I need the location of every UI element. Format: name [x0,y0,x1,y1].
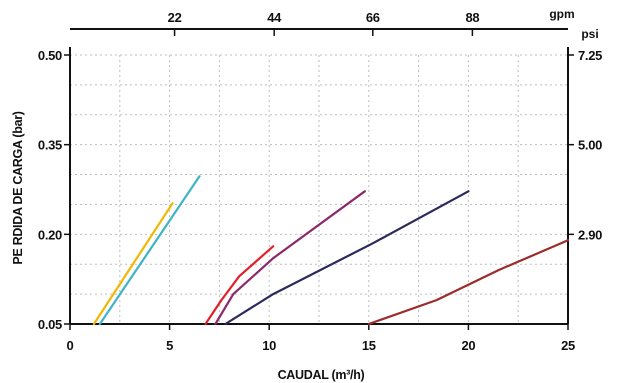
series-line-1 [92,202,174,326]
x-tick-label: 20 [461,338,475,353]
x-tick-label: 5 [166,338,173,353]
x-tick-label: 0 [67,338,74,353]
axes [64,28,574,330]
right-tick-label: 2.90 [578,227,602,242]
x-tick-label: 15 [362,338,376,353]
right-tick-label: 7.25 [578,48,602,63]
right-axis-unit: psi [581,27,598,41]
y-tick-label: 0.35 [38,138,62,153]
top-tick-label: 66 [366,10,380,25]
y-tick-label: 0.50 [38,48,62,63]
y-tick-label: 0.05 [38,317,62,332]
top-axis-unit: gpm [549,7,574,21]
grid [70,54,568,324]
x-tick-label: 25 [561,338,575,353]
x-tick-label: 10 [262,338,276,353]
x-axis-title: CAUDAL (m³/h) [278,368,365,382]
top-tick-label: 22 [168,10,182,25]
y-axis-title: PE RDIDA DE CARGA (bar) [11,111,25,264]
series-line-4 [214,190,366,326]
series-line-2 [98,175,201,326]
series-line-6 [367,239,570,326]
top-tick-label: 44 [267,10,282,25]
top-tick-label: 88 [465,10,479,25]
series-line-5 [224,190,470,326]
y-tick-label: 0.20 [38,227,62,242]
series-group [92,175,570,326]
right-tick-label: 5.00 [578,138,602,153]
tick-labels: 0 5 10 15 20 25 0.05 0.20 0.35 0.50 22 44 66 88 7.25 5.… [38,10,603,353]
series-line-3 [204,245,275,326]
